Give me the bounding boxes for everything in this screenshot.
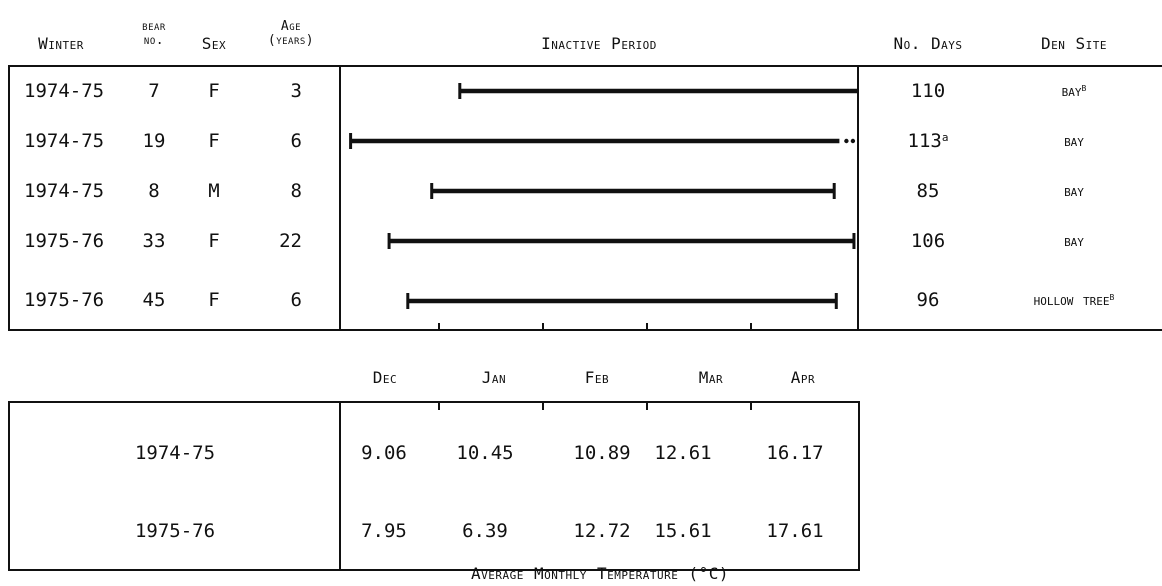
row-days-value: 110 bbox=[910, 80, 946, 102]
row-days: 85 bbox=[878, 180, 978, 202]
temperature-cell: 16.17 bbox=[766, 442, 824, 464]
temperature-row-label: 1974-75 bbox=[134, 442, 216, 464]
header-sex: Sex bbox=[201, 34, 227, 53]
row-days-value: 85 bbox=[916, 180, 940, 202]
header-age-line2: (years) bbox=[267, 33, 315, 48]
row-days-value: 113 bbox=[907, 130, 942, 152]
header-bear-no-line1: bear bbox=[142, 19, 166, 34]
header-den-site: Den Site bbox=[1040, 34, 1107, 53]
row-age: 6 bbox=[290, 289, 302, 311]
row-sex: M bbox=[208, 180, 220, 202]
row-bear-no: 19 bbox=[142, 130, 166, 152]
row-age: 6 bbox=[290, 130, 302, 152]
month-label-feb: Feb bbox=[584, 368, 610, 387]
row-den-site-value: hollow tree bbox=[1033, 290, 1110, 309]
temperature-cell: 12.61 bbox=[654, 442, 712, 464]
row-days-value: 106 bbox=[910, 230, 946, 252]
row-den-site: hollow treeb bbox=[1004, 289, 1144, 311]
row-den-site: bay bbox=[1004, 230, 1144, 252]
row-days: 96 bbox=[878, 289, 978, 311]
row-days: 113a bbox=[878, 130, 978, 152]
row-days-note: a bbox=[941, 131, 949, 144]
row-sex: F bbox=[208, 289, 220, 311]
gantt-divider-right bbox=[857, 65, 859, 331]
temperature-cell: 10.45 bbox=[456, 442, 514, 464]
continuation-dot bbox=[844, 138, 849, 144]
row-den-site-value: bay bbox=[1061, 81, 1082, 100]
temperature-cell: 12.72 bbox=[573, 520, 631, 542]
temperature-cell: 15.61 bbox=[654, 520, 712, 542]
row-days: 106 bbox=[878, 230, 978, 252]
row-den-site: bay bbox=[1004, 130, 1144, 152]
row-den-site-note: b bbox=[1109, 290, 1115, 303]
row-bear-no: 45 bbox=[142, 289, 166, 311]
temperature-ticks bbox=[438, 401, 752, 410]
header-no-days: No. Days bbox=[893, 34, 963, 53]
row-winter: 1975-76 bbox=[24, 289, 105, 311]
row-bear-no: 8 bbox=[148, 180, 160, 202]
temperature-cell: 7.95 bbox=[361, 520, 407, 542]
temperature-cell: 10.89 bbox=[573, 442, 631, 464]
temperature-table-frame bbox=[8, 401, 860, 571]
row-sex: F bbox=[208, 230, 220, 252]
row-age: 3 bbox=[290, 80, 302, 102]
row-sex: F bbox=[208, 80, 220, 102]
row-age: 22 bbox=[279, 230, 302, 252]
month-label-mar: Mar bbox=[698, 368, 724, 387]
continuation-dot bbox=[850, 138, 856, 144]
row-days: 110 bbox=[878, 80, 978, 102]
row-bear-no: 7 bbox=[148, 80, 160, 102]
month-label-jan: Jan bbox=[481, 368, 507, 387]
row-den-site-note: b bbox=[1081, 81, 1087, 94]
inactive-period-chart bbox=[349, 83, 858, 331]
temperature-cell: 6.39 bbox=[462, 520, 508, 542]
header-inactive-period: Inactive Period bbox=[541, 34, 657, 53]
month-label-dec: Dec bbox=[372, 368, 398, 387]
temperature-cell: 9.06 bbox=[361, 442, 407, 464]
row-den-site-value: bay bbox=[1064, 231, 1084, 250]
row-bear-no: 33 bbox=[142, 230, 166, 252]
header-age-line1: Age bbox=[280, 19, 302, 34]
header-bear-no-line2: no. bbox=[143, 33, 165, 48]
temperature-row-label: 1975-76 bbox=[134, 520, 216, 542]
gantt-table-frame bbox=[8, 65, 1162, 331]
row-winter: 1974-75 bbox=[24, 180, 105, 202]
row-winter: 1975-76 bbox=[24, 230, 105, 252]
row-den-site: bayb bbox=[1004, 80, 1144, 102]
month-label-apr: Apr bbox=[790, 368, 816, 387]
row-den-site: bay bbox=[1004, 180, 1144, 202]
header-winter: Winter bbox=[38, 34, 84, 53]
row-days-value: 96 bbox=[916, 289, 940, 311]
temperature-divider bbox=[339, 401, 341, 571]
row-sex: F bbox=[208, 130, 220, 152]
continuation-dot bbox=[857, 139, 858, 143]
row-age: 8 bbox=[290, 180, 302, 202]
row-den-site-value: bay bbox=[1064, 131, 1084, 150]
temperature-caption: Average Monthly Temperature (°C) bbox=[470, 564, 730, 583]
row-winter: 1974-75 bbox=[24, 130, 105, 152]
temperature-cell: 17.61 bbox=[766, 520, 824, 542]
row-den-site-value: bay bbox=[1064, 181, 1084, 200]
row-winter: 1974-75 bbox=[24, 80, 105, 102]
gantt-divider-left bbox=[339, 65, 341, 331]
